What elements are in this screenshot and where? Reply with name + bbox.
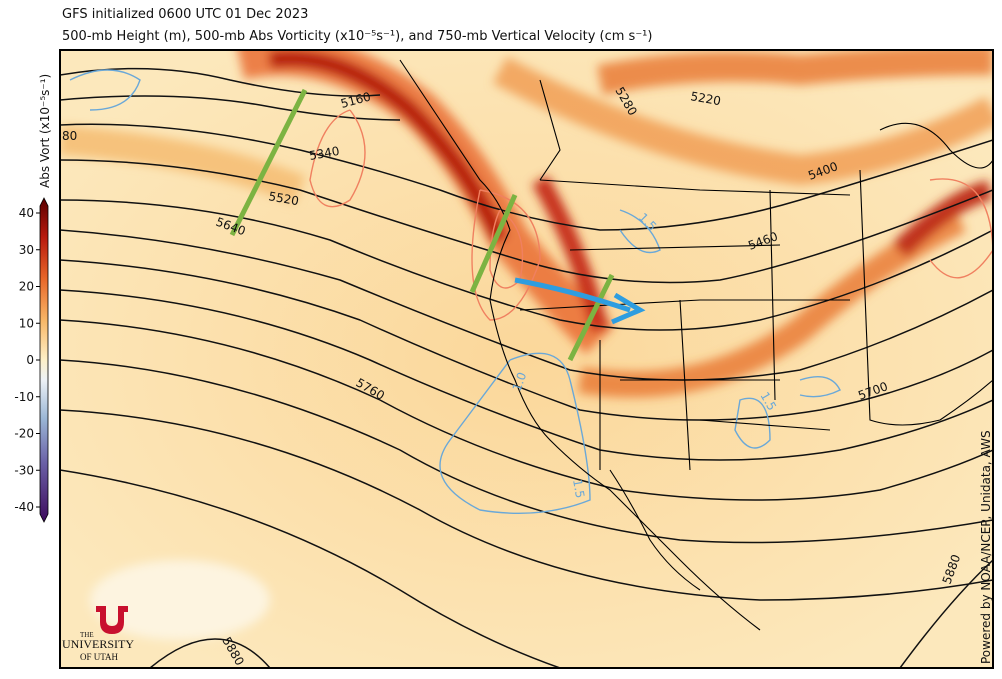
logo-text: OF UTAH [80,652,119,662]
subtitle: 500-mb Height (m), 500-mb Abs Vorticity … [62,29,652,44]
colorbar-tick-label: 0 [26,353,34,367]
colorbar: Abs Vort (x10⁻⁵s⁻¹) 40 30 20 10 0 -10 -20 -30 -4… [14,74,52,523]
logo-text: UNIVERSITY [62,637,134,651]
logo-text: THE [80,631,94,639]
colorbar-tick-label: -40 [14,500,34,514]
annotations [229,88,646,362]
colorbar-label: Abs Vort (x10⁻⁵s⁻¹) [38,74,52,188]
credit: Powered by NOAA/NCEP, Unidata, AWS [979,430,993,664]
velocity-label: 1.5 [570,478,587,499]
contour-label: 80 [62,129,77,143]
height-contours [60,67,993,668]
colorbar-tick-label: 40 [19,206,34,220]
map-frame [59,49,994,669]
university-logo: THE UNIVERSITY OF UTAH [62,606,134,662]
contour-label: 5520 [267,189,300,208]
colorbar-tick-label: -20 [14,427,34,441]
colorbar-tick-label: 20 [19,280,34,294]
map: 5160 5340 5520 5640 5760 5880 5280 5220 … [60,50,993,668]
colorbar-tick-label: 30 [19,243,34,257]
coastlines-borders [399,59,993,631]
contour-label: 5220 [689,89,722,108]
title: GFS initialized 0600 UTC 01 Dec 2023 [62,7,308,22]
colorbar-tick-label: 10 [19,316,34,330]
colorbar-tick-label: -10 [14,390,34,404]
velocity-label: 1.0 [510,370,530,393]
contour-label: 5340 [308,144,341,163]
colorbar-tick-label: -30 [14,463,34,477]
